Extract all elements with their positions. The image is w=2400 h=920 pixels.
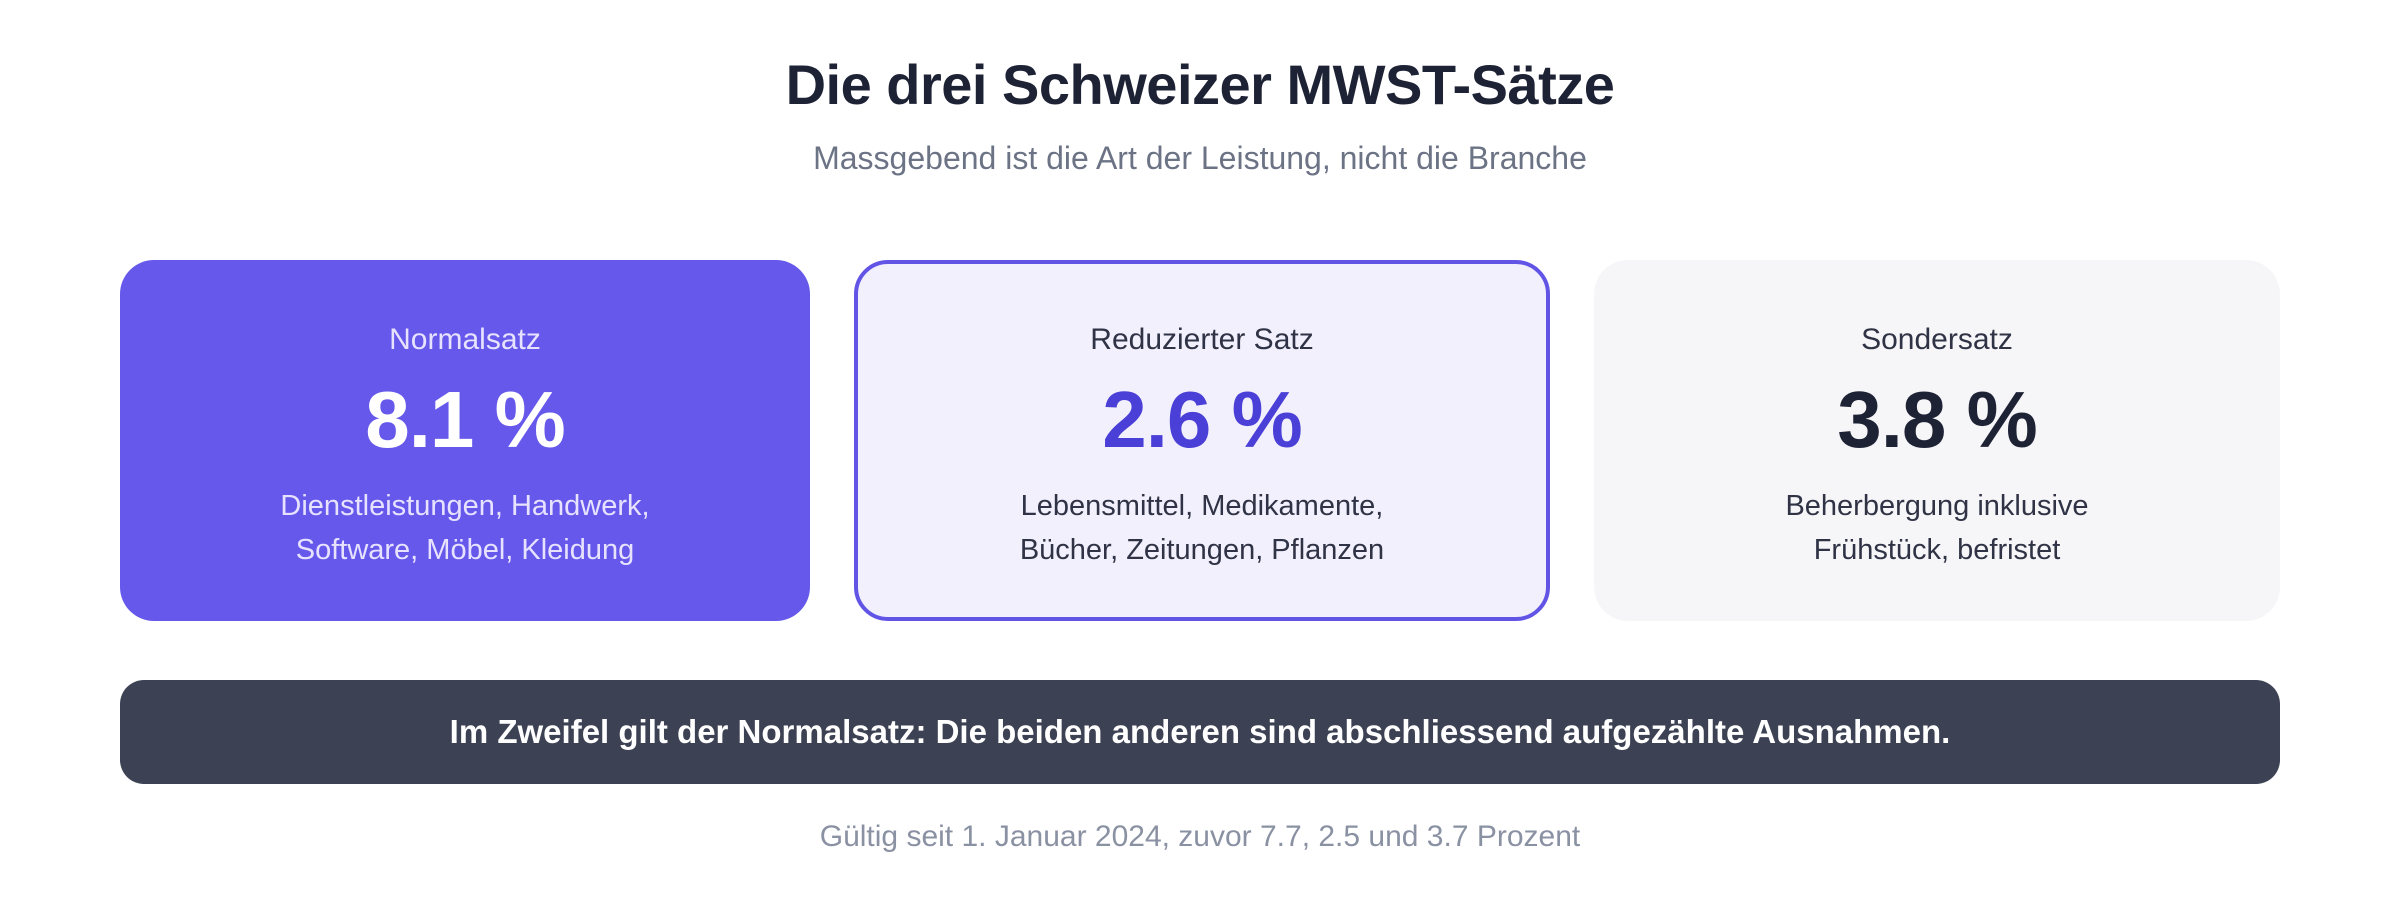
rate-card-special: Sondersatz 3.8 % Beherbergung inklusive … <box>1594 260 2280 621</box>
page-title: Die drei Schweizer MWST-Sätze <box>785 53 1615 116</box>
rate-card-description: Lebensmittel, Medikamente, Bücher, Zeitu… <box>992 484 1412 572</box>
rate-card-value: 3.8 % <box>1837 375 2038 464</box>
info-banner: Im Zweifel gilt der Normalsatz: Die beid… <box>120 680 2280 784</box>
rate-card-label: Normalsatz <box>389 323 541 356</box>
page-subtitle: Massgebend ist die Art der Leistung, nic… <box>813 140 1587 176</box>
rate-card-description: Dienstleistungen, Handwerk, Software, Mö… <box>255 484 675 572</box>
rate-card-description: Beherbergung inklusive Frühstück, befris… <box>1727 484 2147 572</box>
footnote: Gültig seit 1. Januar 2024, zuvor 7.7, 2… <box>819 820 1581 853</box>
rate-card-value: 8.1 % <box>365 375 566 464</box>
rate-card-value: 2.6 % <box>1102 375 1303 464</box>
rate-card-label: Reduzierter Satz <box>1090 323 1314 356</box>
rate-card-description-line: Bücher, Zeitungen, Pflanzen <box>1019 534 1385 566</box>
rate-card-description-line: Frühstück, befristet <box>1813 534 2061 566</box>
rate-card-description-line: Software, Möbel, Kleidung <box>295 534 635 566</box>
rate-card-label: Sondersatz <box>1861 323 2013 356</box>
info-banner-text: Im Zweifel gilt der Normalsatz: Die beid… <box>449 713 1951 750</box>
rate-card-description-line: Dienstleistungen, Handwerk, <box>280 490 650 522</box>
rate-card-description-line: Lebensmittel, Medikamente, <box>1020 490 1384 522</box>
rate-card-normal: Normalsatz 8.1 % Dienstleistungen, Handw… <box>120 260 810 621</box>
rate-card-description-line: Beherbergung inklusive <box>1785 490 2089 522</box>
rate-card-reduced: Reduzierter Satz 2.6 % Lebensmittel, Med… <box>854 260 1550 621</box>
